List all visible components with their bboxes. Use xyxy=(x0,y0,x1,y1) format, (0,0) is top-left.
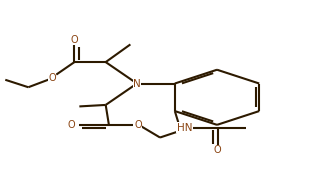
Text: O: O xyxy=(214,145,221,155)
Text: O: O xyxy=(71,35,78,45)
Text: N: N xyxy=(133,78,141,88)
Text: O: O xyxy=(134,120,142,130)
Text: O: O xyxy=(68,120,75,130)
Text: HN: HN xyxy=(177,123,193,133)
Text: O: O xyxy=(48,73,56,83)
